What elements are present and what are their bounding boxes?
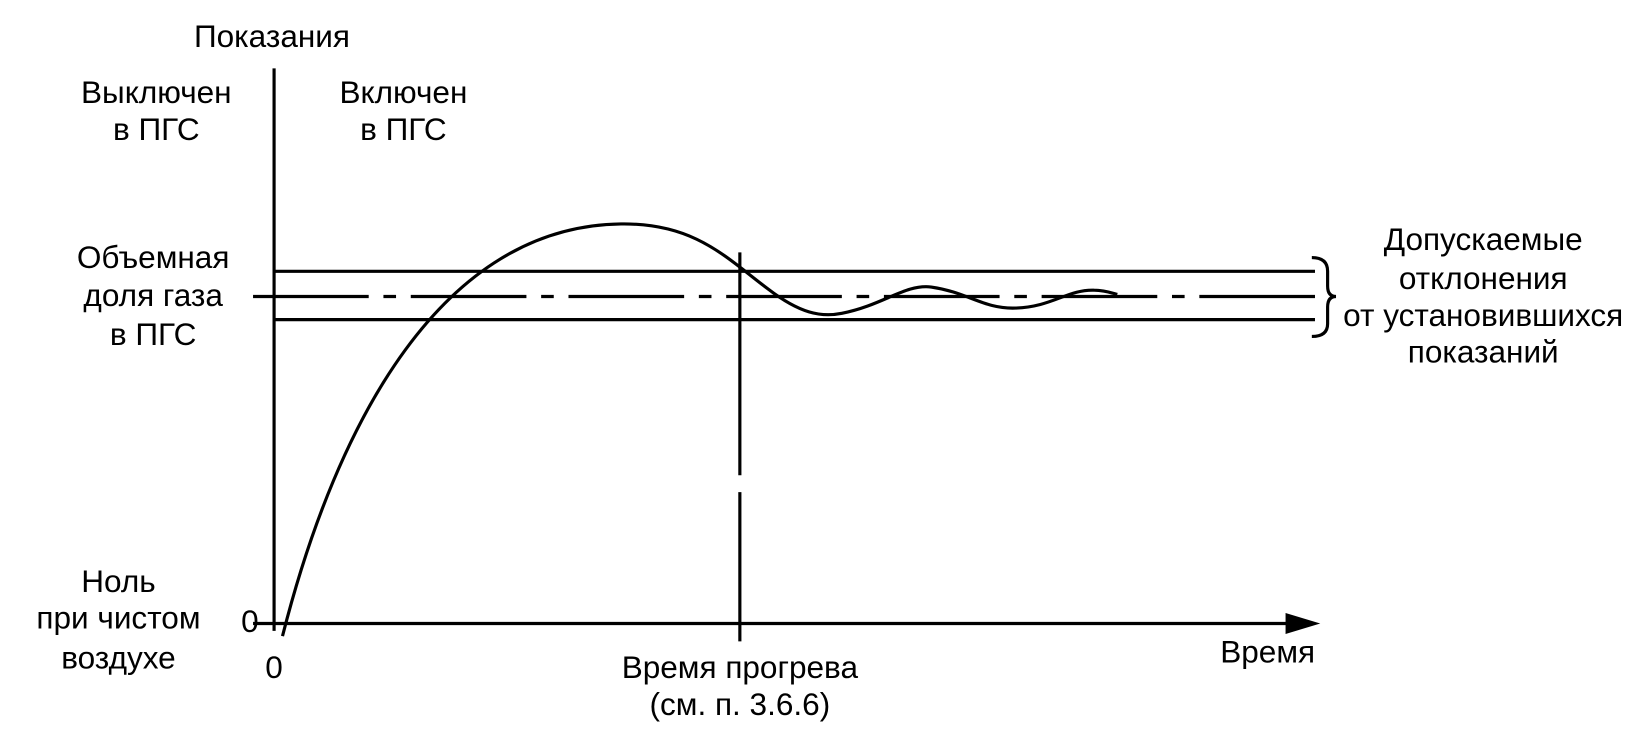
x-axis-arrow bbox=[1285, 612, 1321, 635]
label: в ПГС bbox=[110, 316, 197, 352]
y-title: Показания bbox=[194, 18, 350, 54]
label: от установившихся bbox=[1343, 297, 1623, 333]
label: доля газа bbox=[83, 277, 223, 313]
label: показаний bbox=[1408, 334, 1559, 370]
response-curve bbox=[280, 222, 1118, 637]
label: Время прогрева bbox=[622, 649, 859, 685]
x-title: Время bbox=[1220, 633, 1315, 669]
x-zero: 0 bbox=[265, 649, 283, 685]
label: в ПГС bbox=[360, 111, 447, 147]
label: Допускаемые bbox=[1384, 221, 1583, 257]
label: Выключен bbox=[81, 74, 232, 110]
label: отклонения bbox=[1399, 260, 1568, 296]
y-zero: 0 bbox=[241, 603, 259, 639]
label: Включен bbox=[339, 74, 467, 110]
label: воздухе bbox=[61, 640, 175, 676]
brace bbox=[1311, 256, 1337, 339]
label: в ПГС bbox=[113, 111, 200, 147]
label: (см. п. 3.6.6) bbox=[650, 686, 831, 722]
label: при чистом bbox=[36, 600, 200, 636]
label: Ноль bbox=[81, 563, 155, 599]
label: Объемная bbox=[77, 239, 229, 275]
